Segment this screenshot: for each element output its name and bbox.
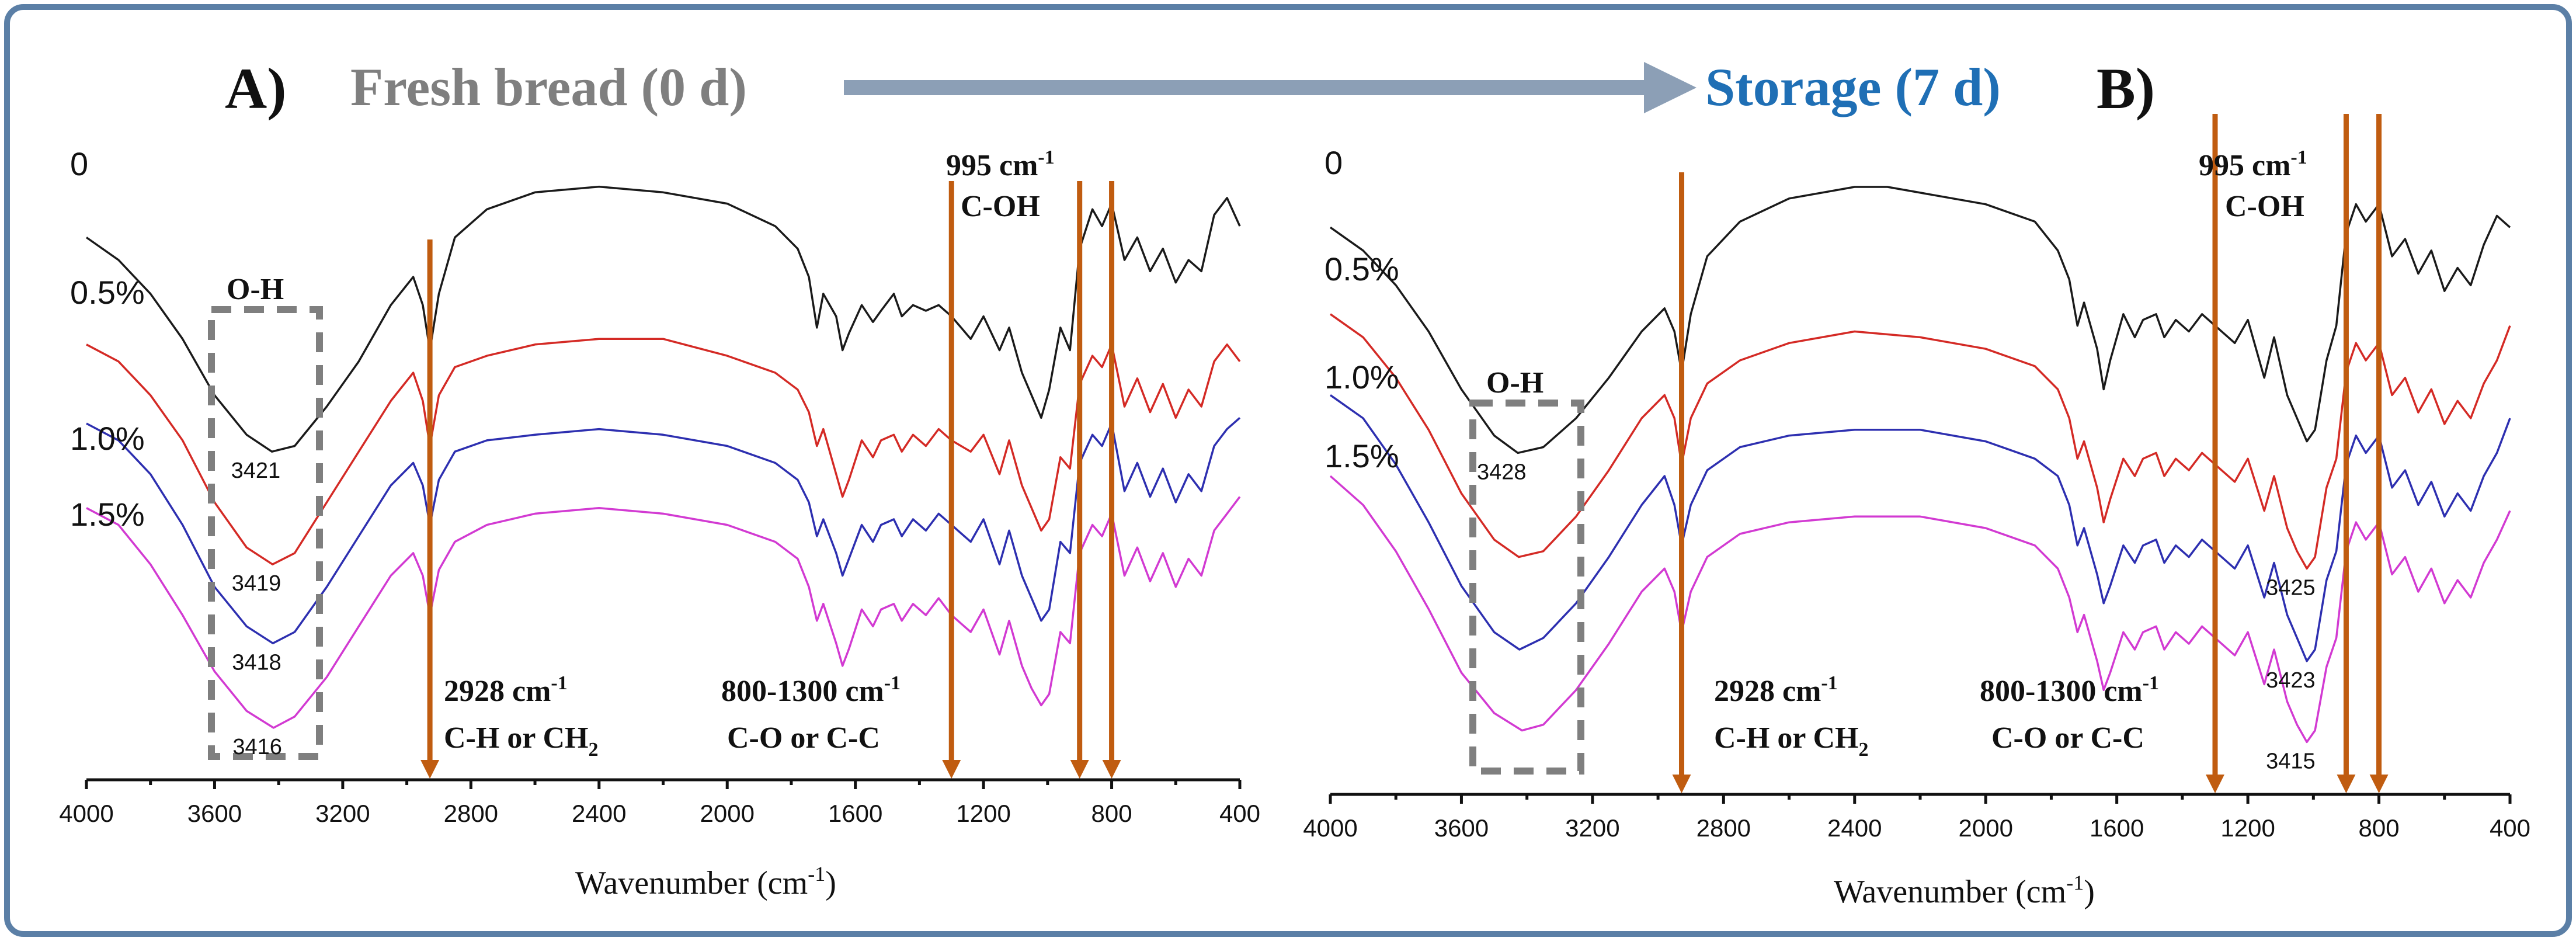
peak-labels: 3421 3419 3418 3416 (231, 459, 282, 759)
peak-label: 3421 (231, 459, 281, 483)
spectrum-line-0 (85, 185, 1241, 453)
x-tick-label: 3600 (1434, 814, 1489, 842)
series-label: 1.0% (70, 420, 145, 457)
x-tick-label: 2800 (1697, 814, 1751, 842)
spectrum-line-3 (1329, 475, 2511, 744)
co-range-annotation: 800-1300 cm-1 (721, 672, 901, 708)
peak-label: 3415 (2266, 749, 2316, 773)
spectrum-line-1 (86, 338, 1241, 565)
x-tick-label: 3600 (187, 800, 242, 827)
x-tick-label: 3200 (315, 800, 370, 827)
co-group-annotation: C-O or C-C (727, 721, 880, 755)
spectrum-line-2 (1329, 394, 2511, 662)
series-labels: 0 0.5% 1.0% 1.5% (70, 145, 145, 533)
peak-label: 3425 (2266, 575, 2316, 600)
storage-label: Storage (7 d) (1705, 57, 2001, 117)
peak-label: 3423 (2266, 668, 2316, 693)
coh-wavenumber-annotation: 995 cm-1 (2199, 147, 2307, 182)
peak-label: 3416 (232, 735, 282, 759)
marker-arrow-head (1070, 760, 1089, 779)
peak-labels: 3428 3425 3423 3415 (1477, 460, 2316, 773)
marker-arrow-head (1672, 775, 1691, 793)
x-tick-label: 1200 (956, 800, 1010, 827)
ch-group-annotation: C-H or CH2 (1714, 721, 1868, 761)
x-tick-label: 1600 (828, 800, 882, 827)
series-labels: 0 0.5% 1.0% 1.5% (1324, 144, 1399, 474)
spectrum-line-3 (86, 496, 1241, 729)
panel-b-letter: B) (2097, 56, 2155, 121)
panel-a-letter: A) (225, 56, 287, 121)
marker-arrow-head (2369, 775, 2389, 793)
oh-annotation: O-H (227, 273, 284, 306)
series-label: 0.5% (70, 274, 145, 311)
storage-time-arrow-head (1644, 62, 1697, 113)
oh-region-box (208, 306, 323, 760)
marker-arrow-head (2337, 775, 2356, 793)
x-axis-label: Wavenumber (cm-1) (1834, 871, 2095, 910)
marker-arrows (420, 181, 1121, 779)
x-tick-label: 800 (2359, 814, 2400, 842)
x-tick-label: 800 (1091, 800, 1132, 827)
spectra-group (85, 185, 1241, 729)
x-tick-label: 2400 (1827, 814, 1882, 842)
series-label: 1.5% (70, 496, 145, 533)
spectrum-line-1 (1329, 313, 2511, 570)
x-tick-label: 400 (1219, 800, 1260, 827)
x-tick-label: 400 (2490, 814, 2530, 842)
marker-arrow-head (942, 760, 961, 779)
figure-frame (4, 4, 2572, 937)
series-label: 1.0% (1324, 359, 1399, 395)
peak-label: 3428 (1477, 460, 1527, 484)
x-axis-label: Wavenumber (cm-1) (575, 862, 836, 901)
ch-wavenumber-annotation: 2928 cm-1 (444, 672, 568, 708)
panel-b-chart: 0 0.5% 1.0% 1.5% 3428 3425 3423 3415 4000 3600 3… (1303, 114, 2530, 910)
x-tick-label: 3200 (1565, 814, 1619, 842)
peak-label: 3419 (232, 571, 281, 596)
spectrum-line-0 (1329, 186, 2511, 454)
series-label: 0 (1324, 144, 1343, 181)
series-label: 0.5% (1324, 251, 1399, 287)
series-label: 0 (70, 145, 88, 182)
x-tick-label: 1200 (2220, 814, 2275, 842)
peak-label: 3418 (232, 650, 281, 675)
marker-arrow-head (420, 760, 440, 779)
coh-wavenumber-annotation: 995 cm-1 (946, 147, 1055, 182)
x-axis: 4000 3600 3200 2800 2400 2000 1600 1200 800 400 (1303, 793, 2530, 842)
x-tick-label: 4000 (59, 800, 113, 827)
x-tick-label: 1600 (2090, 814, 2144, 842)
marker-arrow-head (1102, 760, 1121, 779)
coh-group-annotation: C-OH (961, 190, 1040, 223)
co-range-annotation: 800-1300 cm-1 (1980, 672, 2159, 708)
panel-a-chart: 0 0.5% 1.0% 1.5% 3421 3419 3418 3416 4000 3600 3… (59, 145, 1260, 901)
oh-annotation: O-H (1486, 366, 1543, 400)
x-tick-label: 2400 (572, 800, 626, 827)
x-tick-label: 2000 (700, 800, 755, 827)
fresh-bread-label: Fresh bread (0 d) (350, 57, 747, 117)
coh-group-annotation: C-OH (2225, 190, 2304, 223)
x-tick-label: 2000 (1959, 814, 2013, 842)
x-axis: 4000 3600 3200 2800 2400 2000 1600 1200 800 400 (59, 778, 1260, 827)
x-tick-label: 2800 (444, 800, 498, 827)
figure-header: A) Fresh bread (0 d) Storage (7 d) B) (225, 56, 2155, 121)
spectrum-line-2 (86, 416, 1241, 645)
x-tick-label: 4000 (1303, 814, 1357, 842)
oh-region-box (1469, 400, 1584, 775)
ch-wavenumber-annotation: 2928 cm-1 (1714, 672, 1838, 708)
co-group-annotation: C-O or C-C (1991, 721, 2144, 755)
marker-arrow-head (2206, 775, 2224, 793)
marker-arrows (1672, 114, 2389, 793)
ch-group-annotation: C-H or CH2 (444, 721, 598, 761)
series-label: 1.5% (1324, 437, 1399, 474)
